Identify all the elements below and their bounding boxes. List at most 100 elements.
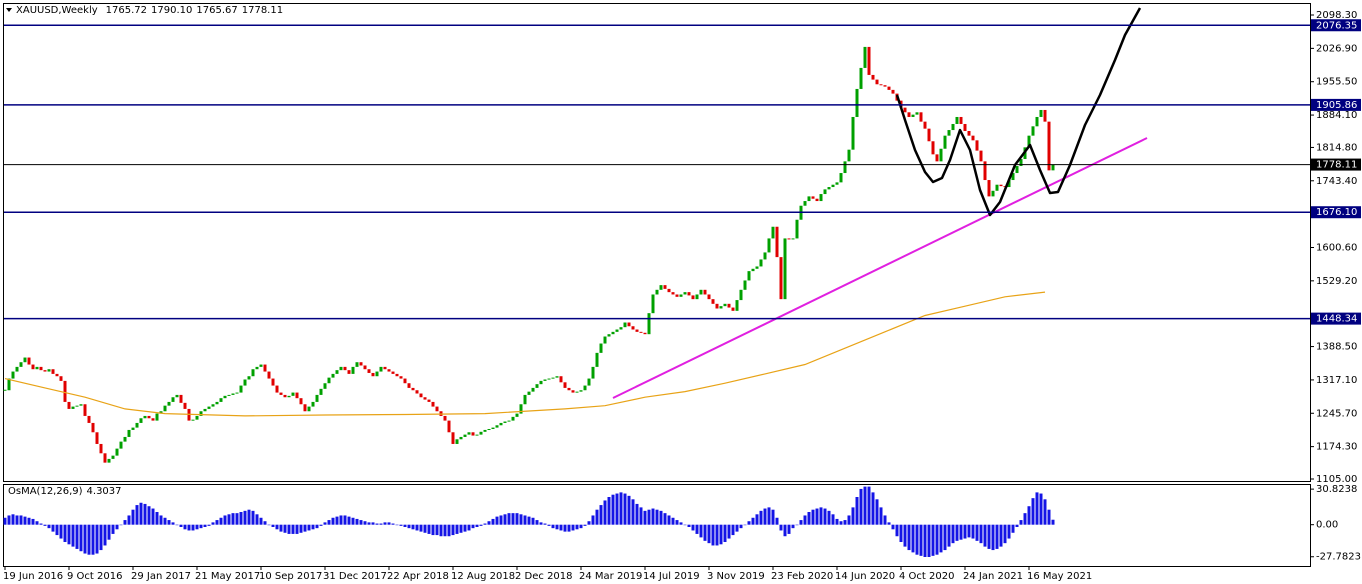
candle bbox=[775, 226, 779, 258]
candle bbox=[287, 395, 291, 398]
osma-bar bbox=[291, 524, 295, 534]
candle bbox=[551, 377, 555, 379]
osma-bar bbox=[643, 510, 647, 525]
candle bbox=[855, 88, 859, 117]
candle bbox=[547, 378, 551, 380]
candle bbox=[995, 184, 999, 191]
osma-bar bbox=[327, 520, 331, 525]
candle bbox=[395, 373, 399, 377]
candle bbox=[723, 303, 727, 307]
osma-bar bbox=[191, 524, 195, 531]
candle bbox=[595, 352, 599, 367]
candle bbox=[787, 238, 791, 240]
x-tick-label: 24 Mar 2019 bbox=[579, 571, 642, 582]
candle bbox=[435, 406, 439, 412]
osma-bar bbox=[507, 513, 511, 525]
y-tick-label: 1174.30 bbox=[1316, 442, 1357, 453]
candle bbox=[11, 371, 15, 379]
osma-bar bbox=[859, 488, 863, 525]
candle bbox=[399, 376, 403, 379]
osma-bar bbox=[179, 524, 183, 527]
candle bbox=[139, 418, 143, 423]
osma-bar bbox=[283, 524, 287, 533]
candle bbox=[407, 383, 411, 388]
last-close: 1778.11 bbox=[242, 5, 283, 16]
osma-bar bbox=[347, 516, 351, 525]
candle bbox=[539, 380, 543, 385]
osma-bar bbox=[927, 524, 931, 557]
osma-bar bbox=[307, 524, 311, 531]
osma-bar bbox=[203, 524, 207, 527]
osma-bar bbox=[211, 522, 215, 525]
osma-bar bbox=[135, 505, 139, 525]
candle bbox=[219, 398, 223, 402]
osma-bar bbox=[163, 517, 167, 525]
osma-bar bbox=[635, 503, 639, 525]
candle bbox=[719, 306, 723, 309]
candle bbox=[1011, 173, 1015, 181]
candle bbox=[451, 432, 455, 444]
moving-average bbox=[4, 291, 1046, 417]
osma-bar bbox=[75, 524, 79, 549]
candle bbox=[323, 383, 327, 389]
candle bbox=[1007, 180, 1011, 188]
candle bbox=[47, 369, 51, 372]
candle bbox=[1039, 109, 1043, 117]
osma-bar bbox=[707, 524, 711, 544]
candle bbox=[327, 377, 331, 384]
candle bbox=[943, 135, 947, 149]
candle bbox=[103, 453, 107, 463]
candle bbox=[239, 385, 243, 393]
osma-bar bbox=[807, 512, 811, 525]
osma-bar bbox=[591, 515, 595, 525]
candle bbox=[203, 408, 207, 412]
candle bbox=[87, 415, 91, 423]
candle bbox=[575, 391, 579, 393]
x-tick-label: 24 Jan 2021 bbox=[963, 571, 1023, 582]
candle bbox=[871, 74, 875, 80]
candle bbox=[415, 390, 419, 394]
level-label-box bbox=[1311, 98, 1361, 111]
candle bbox=[675, 294, 679, 297]
menu-arrow[interactable] bbox=[6, 8, 12, 12]
osma-bar bbox=[359, 520, 363, 525]
candle bbox=[495, 425, 499, 428]
candle bbox=[299, 398, 303, 405]
osma-bar bbox=[875, 499, 879, 525]
osma-bar bbox=[243, 510, 247, 525]
candle bbox=[763, 252, 767, 260]
candle bbox=[967, 130, 971, 136]
candle bbox=[211, 404, 215, 407]
osma-bar bbox=[463, 524, 467, 532]
osma-bar bbox=[255, 514, 259, 525]
candle bbox=[695, 294, 699, 300]
candle bbox=[939, 148, 943, 162]
candle bbox=[811, 196, 815, 199]
osma-bar bbox=[487, 521, 491, 525]
candle bbox=[691, 295, 695, 300]
osma-bar bbox=[403, 524, 407, 527]
osma-bar bbox=[555, 524, 559, 530]
current-price-label: 1778.11 bbox=[1316, 160, 1357, 171]
osma-bar bbox=[159, 515, 163, 525]
candle bbox=[683, 292, 687, 295]
candle bbox=[915, 112, 919, 115]
osma-bar bbox=[375, 523, 379, 525]
candle bbox=[295, 392, 299, 399]
candle bbox=[983, 161, 987, 181]
candle bbox=[67, 401, 71, 409]
osma-bar bbox=[819, 507, 823, 525]
osma-bar bbox=[979, 524, 983, 544]
osma-bar bbox=[467, 524, 471, 531]
x-tick-label: 14 Jul 2019 bbox=[643, 571, 700, 582]
osma-bar bbox=[711, 524, 715, 546]
osma-bar bbox=[143, 503, 147, 525]
osma-bar bbox=[679, 522, 683, 525]
osma-bar bbox=[1007, 524, 1011, 539]
candle bbox=[347, 370, 351, 374]
candle bbox=[991, 190, 995, 197]
osma-bar bbox=[947, 524, 951, 547]
candle bbox=[151, 418, 155, 421]
candle bbox=[159, 411, 163, 414]
candle bbox=[163, 405, 167, 412]
